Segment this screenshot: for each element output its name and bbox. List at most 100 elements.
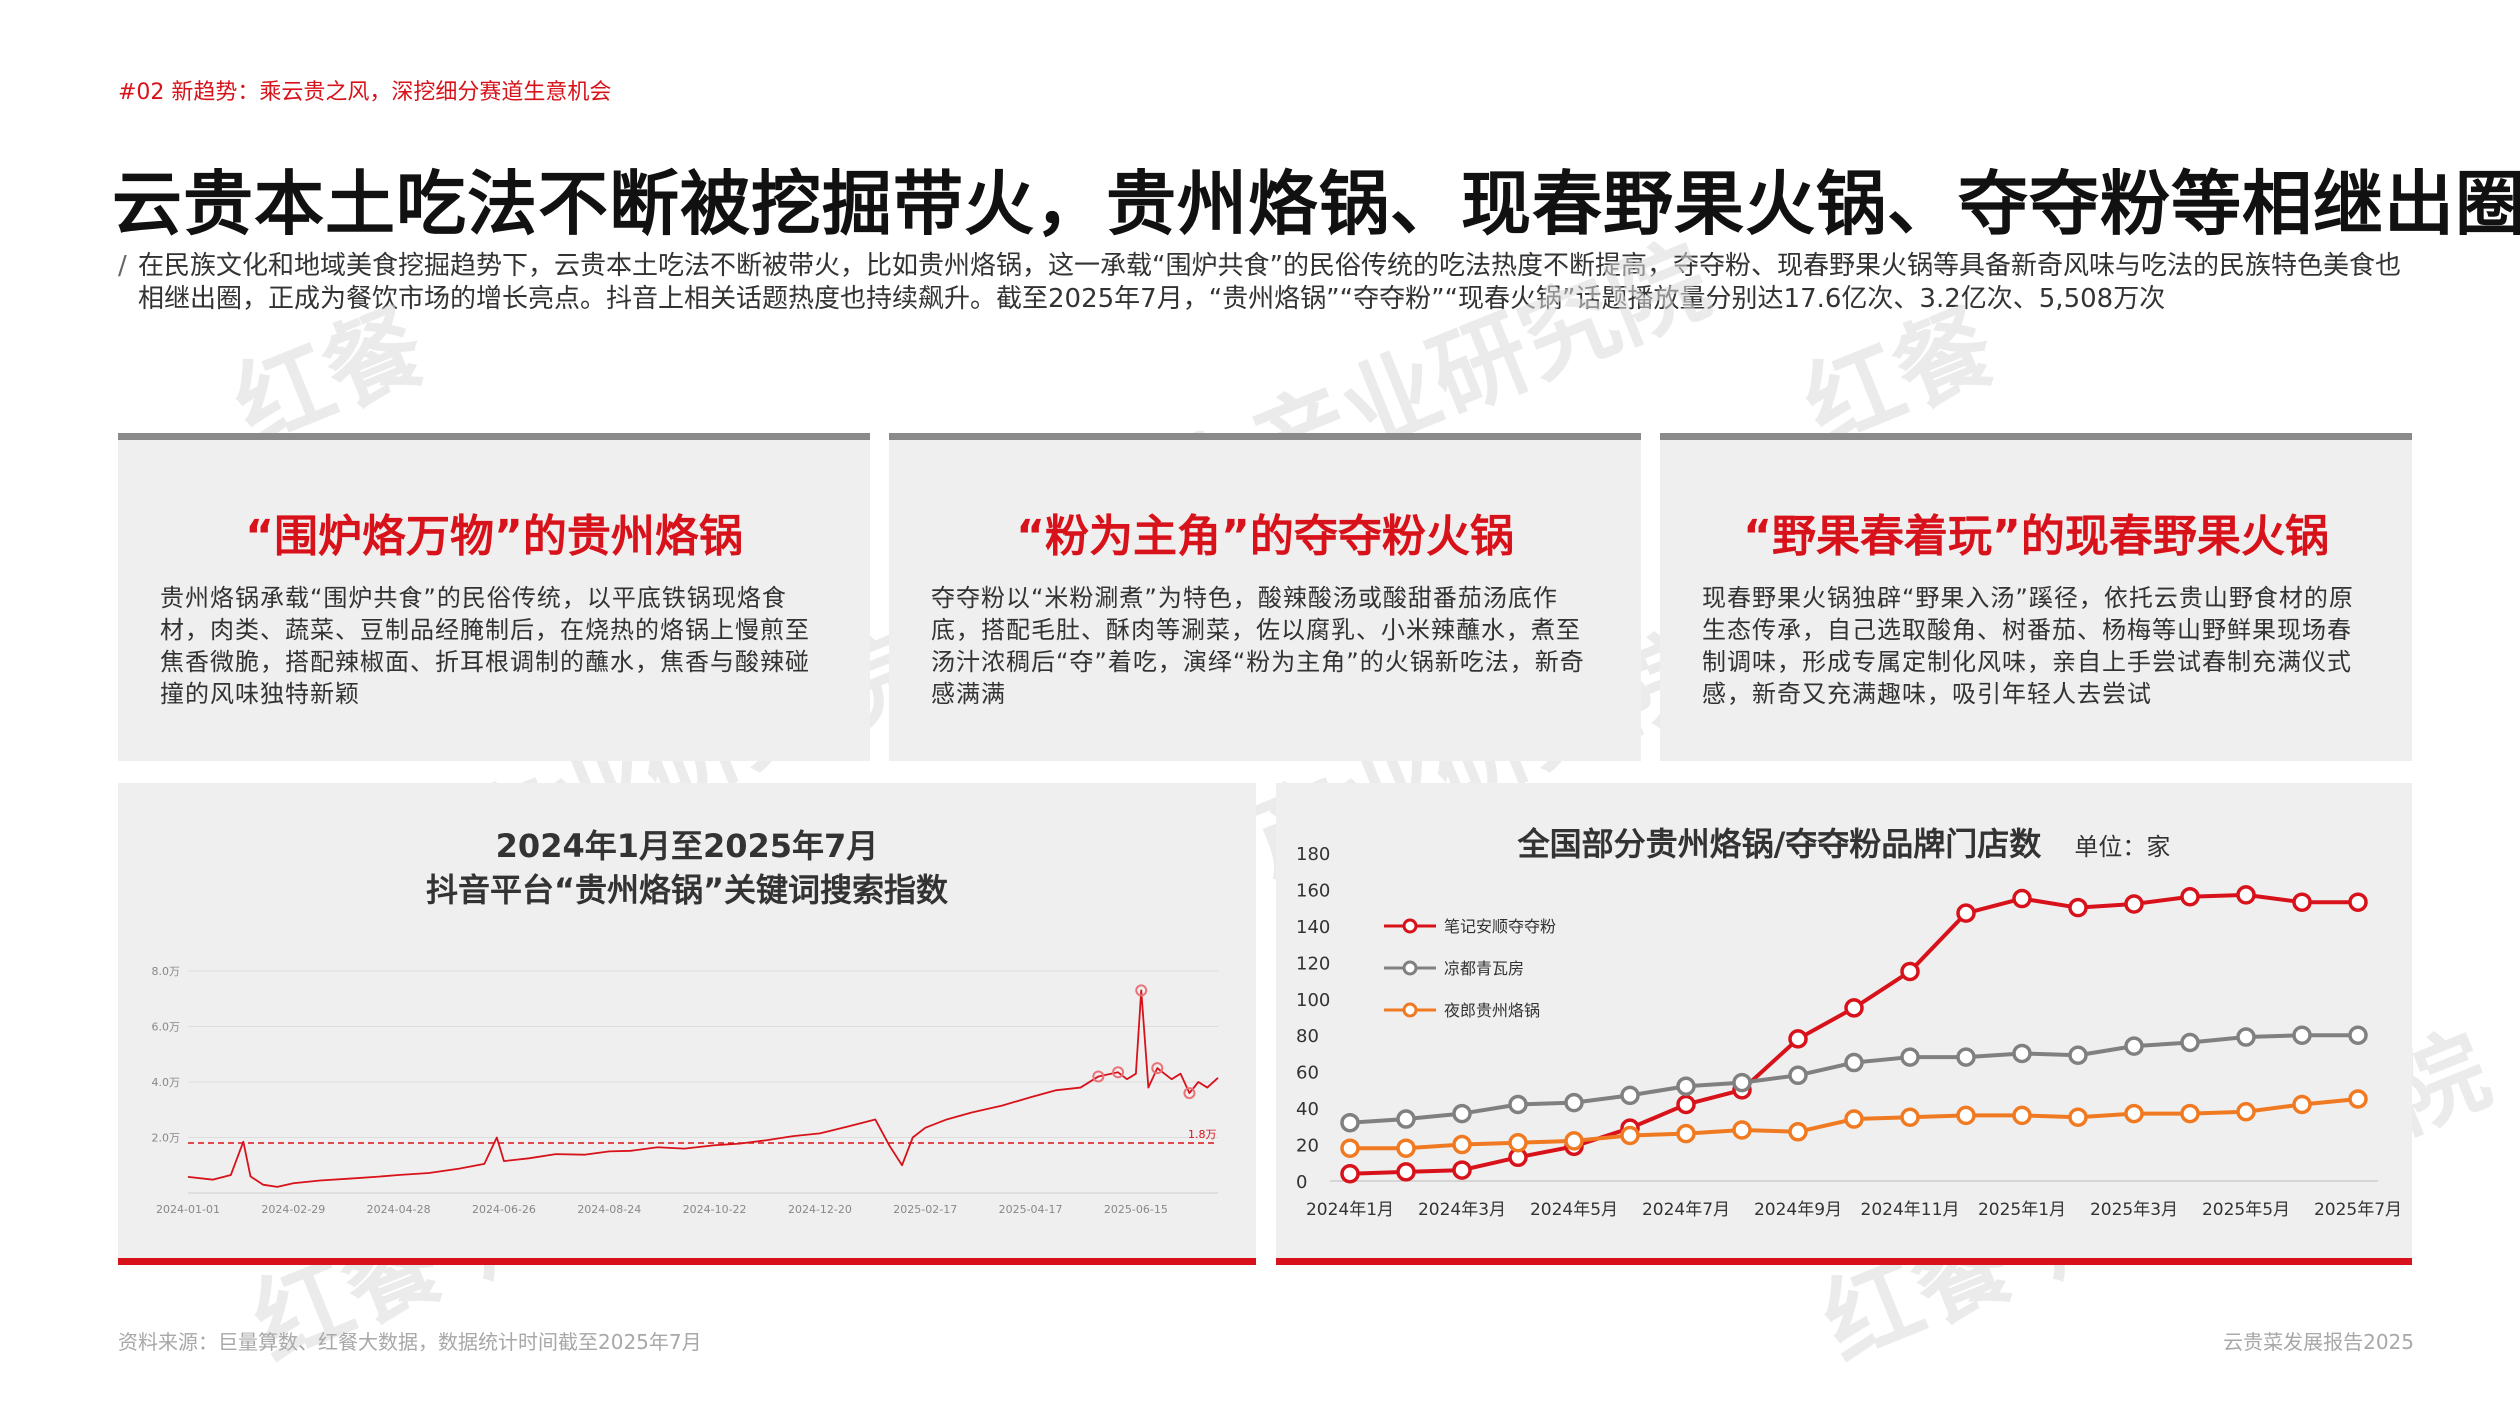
y-tick-label: 6.0万 (152, 1021, 181, 1034)
data-point (2124, 1036, 2144, 1056)
card-text: 贵州烙锅承载“围炉共食”的民俗传统，以平底铁锅现烙食材，肉类、蔬菜、豆制品经腌制… (160, 584, 810, 708)
data-point (1676, 1123, 1696, 1144)
data-point (1956, 903, 1976, 923)
chart-title-line1: 2024年1月至2025年7月 (495, 827, 879, 865)
data-point (1564, 1092, 1584, 1113)
data-point (1900, 961, 1920, 982)
data-point (2348, 892, 2368, 912)
x-tick-label: 2024-01-01 (156, 1203, 220, 1216)
intro-paragraph: / 在民族文化和地域美食挖掘趋势下，云贵本土吃法不断被带火，比如贵州烙锅，这一承… (118, 250, 2418, 316)
chart-title: 全国部分贵州烙锅/夺夺粉品牌门店数 单位：家 (1276, 819, 2412, 865)
x-tick-label: 2024-02-29 (261, 1203, 325, 1216)
data-point (2180, 1103, 2200, 1124)
x-tick-label: 2025-04-17 (999, 1203, 1063, 1216)
source-note: 资料来源：巨量算数、红餐大数据，数据统计时间截至2025年7月 (118, 1330, 702, 1354)
peak-marker (1092, 1070, 1105, 1083)
peak-marker (1151, 1062, 1164, 1075)
chart-unit: 单位：家 (2074, 833, 2171, 861)
y-tick-label: 40 (1296, 1099, 1319, 1120)
page-title: 云贵本土吃法不断被挖掘带火，贵州烙锅、现春野果火锅、夺夺粉等相继出圈 (112, 163, 2520, 245)
data-point (2180, 1032, 2200, 1053)
data-point (2124, 894, 2144, 914)
data-point (2068, 1045, 2088, 1066)
data-point (1620, 1085, 1640, 1106)
legend-label: 笔记安顺夺夺粉 (1444, 917, 1556, 936)
y-tick-label: 8.0万 (152, 965, 181, 978)
data-point (1564, 1131, 1584, 1151)
search-index-panel: 2024年1月至2025年7月 抖音平台“贵州烙锅”关键词搜索指数 2.0万 4.… (118, 783, 1256, 1265)
x-tick-label: 2025年3月 (2090, 1200, 2178, 1220)
legend-marker (1402, 918, 1418, 934)
data-point (2180, 886, 2200, 907)
store-count-panel: 全国部分贵州烙锅/夺夺粉品牌门店数 单位：家 0 20 40 60 80 100 120 14… (1276, 783, 2412, 1265)
x-tick-label: 2025年7月 (2314, 1200, 2402, 1220)
card-duoduofen: “粉为主角”的夺夺粉火锅 夺夺粉以“米粉涮煮”为特色，酸辣酸汤或酸甜番茄汤底作底… (889, 433, 1641, 761)
data-point (2068, 1107, 2088, 1127)
y-tick-label: 140 (1296, 917, 1330, 938)
data-point (2012, 1105, 2032, 1126)
data-point (1396, 1109, 1416, 1129)
x-tick-label: 2024-12-20 (788, 1203, 852, 1216)
data-point (2012, 1043, 2032, 1064)
data-point (1452, 1134, 1472, 1155)
data-point (1844, 1052, 1864, 1073)
peak-marker (1183, 1087, 1196, 1100)
data-point (2292, 1094, 2312, 1115)
legend-label: 凉都青瓦房 (1444, 959, 1524, 978)
data-point (1340, 1138, 1360, 1158)
y-tick-label: 100 (1296, 990, 1330, 1011)
x-tick-label: 2024年7月 (1642, 1200, 1730, 1220)
y-tick-label: 20 (1296, 1136, 1319, 1157)
data-point (2292, 1025, 2312, 1045)
data-point (1452, 1103, 1472, 1124)
card-yeguo-hotpot: “野果春着玩”的现春野果火锅 现春野果火锅独辟“野果入汤”蹊径，依托云贵山野食材… (1660, 433, 2412, 761)
card-text: 夺夺粉以“米粉涮煮”为特色，酸辣酸汤或酸甜番茄汤底作底，搭配毛肚、酥肉等涮菜，佐… (931, 584, 1585, 708)
y-tick-label: 120 (1296, 953, 1330, 974)
data-point (2348, 1089, 2368, 1109)
intro-slash: / (118, 251, 127, 281)
data-point (1844, 1109, 1864, 1129)
search-index-line (187, 989, 1219, 1188)
data-point (1732, 1072, 1752, 1093)
data-point (1956, 1047, 1976, 1067)
report-brand: 云贵菜发展报告2025 (2223, 1330, 2414, 1354)
data-point (1788, 1065, 1808, 1086)
intro-text: 在民族文化和地域美食挖掘趋势下，云贵本土吃法不断被带火，比如贵州烙锅，这一承载“… (138, 251, 2401, 314)
x-tick-label: 2024-08-24 (577, 1203, 641, 1216)
data-point (2236, 1102, 2256, 1122)
data-point (1676, 1094, 1696, 1115)
data-point (1620, 1125, 1640, 1146)
x-tick-label: 2025-02-17 (893, 1203, 957, 1216)
card-title: “粉为主角”的夺夺粉火锅 (1016, 511, 1514, 562)
y-tick-label: 80 (1296, 1026, 1319, 1047)
data-point (2348, 1025, 2368, 1045)
data-point (2124, 1103, 2144, 1124)
x-tick-label: 2024年1月 (1306, 1200, 1394, 1220)
x-tick-label: 2024年5月 (1530, 1200, 1618, 1220)
legend-marker (1402, 1002, 1418, 1018)
x-tick-label: 2024年11月 (1861, 1200, 1960, 1220)
y-tick-label: 2.0万 (152, 1132, 181, 1145)
peak-marker (1112, 1066, 1125, 1079)
data-point (1340, 1112, 1360, 1133)
data-point (1396, 1138, 1416, 1158)
x-tick-label: 2024-04-28 (367, 1203, 431, 1216)
y-tick-label: 180 (1296, 844, 1330, 865)
data-point (1452, 1160, 1472, 1180)
data-point (1340, 1163, 1360, 1184)
data-point (1844, 998, 1864, 1018)
x-tick-label: 2025年5月 (2202, 1200, 2290, 1220)
data-point (2068, 897, 2088, 918)
y-tick-label: 160 (1296, 880, 1330, 901)
data-point (1508, 1132, 1528, 1153)
data-point (1508, 1094, 1528, 1115)
series-line (1349, 892, 2358, 1176)
store-count-chart: 0 20 40 60 80 100 120 140 160 180 2024年1月 2024年3月 20… (1296, 844, 2402, 1220)
section-tagline: #02 新趋势：乘云贵之风，深挖细分赛道生意机会 (118, 80, 612, 105)
data-point (1676, 1076, 1696, 1096)
chart-title-text: 全国部分贵州烙锅/夺夺粉品牌门店数 (1517, 825, 2042, 863)
data-point (2236, 885, 2256, 905)
data-point (2236, 1027, 2256, 1047)
legend-label: 夜郎贵州烙锅 (1444, 1001, 1540, 1020)
x-tick-label: 2024-06-26 (472, 1203, 536, 1216)
